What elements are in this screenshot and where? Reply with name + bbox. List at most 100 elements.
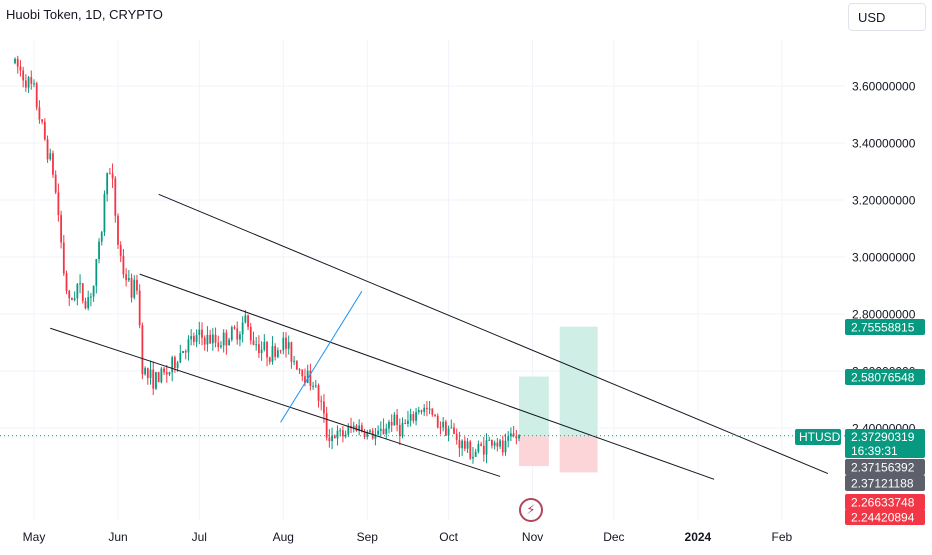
candle-body	[499, 440, 501, 447]
candle-body	[450, 427, 453, 429]
symbol-tag-bg	[795, 429, 841, 445]
candle-body	[496, 442, 499, 447]
candle-body	[363, 431, 366, 437]
candle-body	[182, 350, 184, 354]
candle-body	[374, 434, 377, 439]
candle	[415, 407, 417, 426]
last-price-label: 2.37290319	[851, 430, 915, 444]
trendline-diagonal[interactable]	[280, 290, 363, 423]
candle	[409, 408, 412, 427]
candle-body	[323, 401, 325, 414]
candle	[442, 417, 445, 432]
candle-body	[149, 369, 152, 378]
candle	[512, 425, 515, 438]
candle-body	[252, 340, 255, 345]
candle-body	[98, 241, 100, 260]
candle-body	[271, 346, 274, 362]
candle	[398, 418, 401, 446]
candle	[220, 341, 222, 349]
candle	[377, 425, 380, 436]
candle	[100, 230, 103, 246]
trendline-upper[interactable]	[158, 193, 829, 475]
candle	[469, 440, 472, 461]
candle-body	[68, 290, 71, 299]
candle-body	[171, 357, 174, 373]
candle	[76, 282, 79, 306]
y-tick-label: 3.60000000	[852, 80, 916, 94]
candle	[252, 331, 255, 346]
candle	[138, 284, 141, 329]
candle-body	[127, 278, 130, 281]
candle	[211, 328, 214, 351]
candle	[43, 118, 46, 141]
candle-body	[388, 422, 390, 429]
candle-body	[501, 440, 504, 453]
y-tick-label: 3.40000000	[852, 137, 916, 151]
candle-body	[466, 441, 469, 449]
candle-body	[510, 433, 512, 437]
candle-body	[90, 296, 92, 298]
candle	[518, 434, 520, 442]
candle-body	[407, 420, 409, 424]
candle-body	[461, 440, 464, 449]
candle-body	[22, 70, 25, 81]
candle-body	[404, 422, 407, 424]
candle	[407, 410, 409, 428]
candle	[293, 356, 296, 366]
position-profit-zone[interactable]	[559, 326, 598, 437]
candle-body	[165, 372, 168, 375]
candle-body	[488, 439, 491, 441]
candle	[485, 433, 488, 464]
candle-body	[114, 178, 117, 216]
candle	[447, 425, 450, 442]
candle-body	[14, 58, 16, 64]
candle	[268, 356, 271, 365]
candle-body	[339, 430, 342, 432]
lightning-icon[interactable]: ⚡	[519, 498, 543, 522]
candle-body	[35, 83, 38, 108]
candle	[385, 423, 388, 440]
candle	[279, 349, 282, 354]
candle-body	[244, 315, 247, 323]
candle	[24, 74, 27, 92]
candle-body	[268, 357, 271, 362]
position-profit-zone[interactable]	[519, 376, 549, 437]
candle	[127, 270, 130, 283]
candle	[111, 163, 114, 189]
candle	[81, 283, 84, 304]
candle	[46, 135, 49, 163]
candle	[146, 367, 149, 385]
candle	[298, 367, 301, 374]
candle	[458, 431, 461, 457]
candle	[230, 325, 233, 342]
candle	[165, 364, 168, 383]
x-tick-label: Nov	[522, 530, 543, 544]
candle-body	[426, 407, 428, 410]
candle	[347, 423, 350, 437]
candle	[344, 430, 347, 439]
position-stop-zone[interactable]	[519, 436, 549, 467]
candle-body	[203, 337, 206, 345]
candle	[401, 417, 404, 439]
candle	[366, 429, 369, 440]
candle-body	[493, 442, 496, 446]
candle	[182, 350, 184, 354]
candle-body	[57, 192, 60, 216]
candle	[258, 335, 260, 358]
candle-body	[366, 432, 369, 437]
candle-body	[401, 422, 404, 437]
candle-body	[423, 407, 426, 412]
trendline-middle[interactable]	[139, 273, 715, 480]
candle-body	[87, 297, 90, 309]
candle-body	[225, 332, 228, 346]
candle-body	[369, 430, 371, 433]
candle-body	[52, 153, 54, 175]
candle-body	[477, 444, 480, 452]
candle-body	[255, 344, 258, 346]
trendline-lower[interactable]	[50, 327, 501, 477]
candle-body	[293, 360, 296, 362]
currency-selector-button[interactable]: USD	[848, 3, 926, 31]
position-stop-zone[interactable]	[559, 436, 598, 473]
